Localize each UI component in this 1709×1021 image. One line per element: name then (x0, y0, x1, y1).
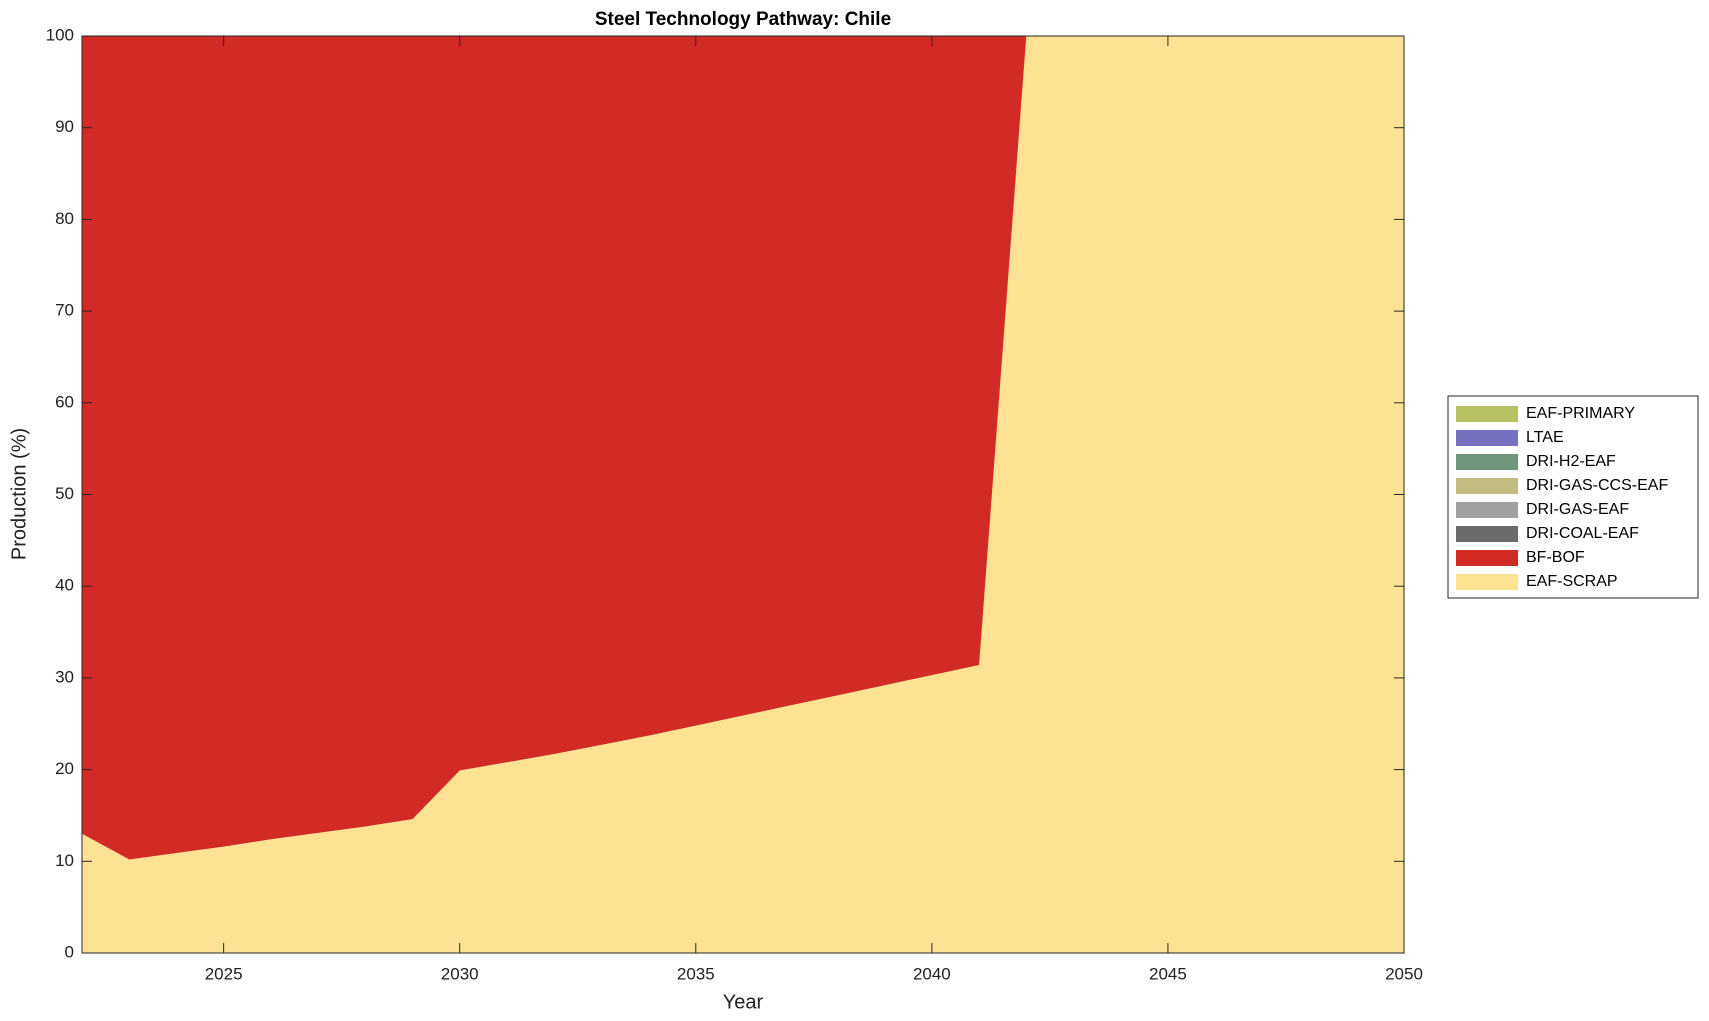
legend-swatch (1456, 574, 1518, 590)
y-axis-label: Production (%) (8, 428, 30, 560)
chart-title: Steel Technology Pathway: Chile (595, 9, 891, 30)
y-tick-label: 40 (55, 576, 74, 595)
x-tick-label: 2050 (1385, 964, 1423, 983)
y-tick-label: 50 (55, 484, 74, 503)
legend-swatch (1456, 478, 1518, 494)
legend-label: LTAE (1526, 429, 1564, 446)
legend-swatch (1456, 526, 1518, 542)
legend-swatch (1456, 550, 1518, 566)
y-tick-label: 70 (55, 301, 74, 320)
legend-swatch (1456, 406, 1518, 422)
area (82, 36, 1404, 860)
x-tick-label: 2035 (677, 964, 715, 983)
legend-label: DRI-COAL-EAF (1526, 525, 1639, 542)
x-tick-label: 2030 (441, 964, 479, 983)
legend-label: DRI-GAS-EAF (1526, 501, 1629, 518)
legend-label: EAF-SCRAP (1526, 573, 1618, 590)
area (82, 36, 1404, 953)
legend-swatch (1456, 430, 1518, 446)
x-tick-label: 2040 (913, 964, 951, 983)
legend-label: EAF-PRIMARY (1526, 405, 1635, 422)
x-axis-label: Year (723, 991, 764, 1013)
y-tick-label: 60 (55, 392, 74, 411)
legend-label: DRI-H2-EAF (1526, 453, 1616, 470)
legend-label: BF-BOF (1526, 549, 1585, 566)
y-tick-label: 90 (55, 117, 74, 136)
y-tick-label: 100 (46, 25, 74, 44)
y-tick-label: 10 (55, 851, 74, 870)
y-tick-label: 0 (65, 942, 74, 961)
legend-box (1447, 395, 1699, 599)
x-tick-label: 2045 (1149, 964, 1187, 983)
x-tick-label: 2025 (205, 964, 243, 983)
y-tick-label: 30 (55, 667, 74, 686)
legend-swatch (1456, 454, 1518, 470)
legend-label: DRI-GAS-CCS-EAF (1526, 477, 1668, 494)
y-tick-label: 20 (55, 759, 74, 778)
legend-swatch (1456, 502, 1518, 518)
y-tick-label: 80 (55, 209, 74, 228)
